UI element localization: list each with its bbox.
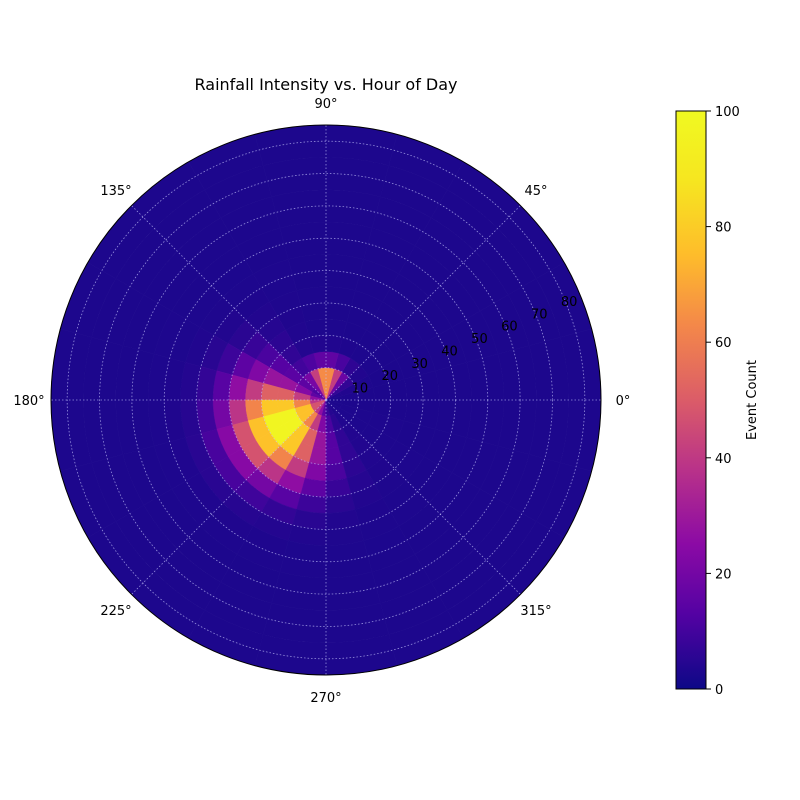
radial-grid-circle — [228, 302, 424, 498]
radial-grid-circle — [131, 205, 521, 595]
colorbar-tick-label: 80 — [715, 221, 732, 236]
colorbar-tick-label: 60 — [715, 336, 732, 351]
angular-grid-line — [325, 399, 521, 595]
radial-grid-circle — [196, 270, 456, 530]
heatmap-cells — [50, 124, 602, 676]
heatmap-cell — [325, 302, 352, 323]
angle-tick-label: 225° — [100, 604, 131, 619]
angular-grid-line — [131, 205, 327, 401]
radial-tick-label: 50 — [471, 332, 488, 347]
colorbar-tick-label: 20 — [715, 567, 732, 582]
angle-tick-label: 0° — [616, 394, 631, 409]
radial-tick-label: 40 — [441, 344, 458, 359]
radial-tick-label: 10 — [352, 382, 369, 397]
radial-tick-label: 30 — [411, 357, 428, 372]
angle-tick-label: 135° — [100, 184, 131, 199]
angle-tick-label: 270° — [310, 691, 341, 706]
radial-tick-label: 20 — [382, 369, 399, 384]
heatmap-cell — [325, 477, 352, 498]
heatmap-cell — [403, 374, 424, 401]
angle-tick-labels: 0° 45° 90° 135° 180° 225° 270° 315° — [13, 97, 630, 706]
radial-grid-circle — [99, 173, 553, 627]
radial-grid-circle — [66, 140, 586, 660]
colorbar-tick-label: 40 — [715, 452, 732, 467]
heatmap-cell — [403, 399, 424, 426]
radial-tick-label: 80 — [561, 295, 578, 310]
chart-title: Rainfall Intensity vs. Hour of Day — [195, 75, 458, 94]
radial-tick-label: 60 — [501, 320, 518, 335]
radial-tick-label: 70 — [531, 307, 548, 322]
angular-grid-line — [325, 205, 521, 401]
colorbar-label: Event Count — [745, 360, 760, 440]
heatmap-cell — [300, 302, 327, 323]
colorbar-tick-label: 100 — [715, 105, 740, 120]
heatmap-cell — [228, 374, 249, 401]
radial-grid-circle — [260, 334, 392, 466]
angular-grid-line — [131, 399, 327, 595]
angle-tick-label: 315° — [520, 604, 551, 619]
angle-tick-label: 45° — [524, 184, 547, 199]
colorbar-tick-label: 0 — [715, 683, 723, 698]
angle-tick-label: 180° — [13, 394, 44, 409]
colorbar-ticks: 0 20 40 60 80 100 — [706, 105, 740, 698]
heatmap-cell — [228, 399, 249, 426]
angle-tick-label: 90° — [314, 97, 337, 112]
polar-frame — [50, 124, 602, 676]
colorbar — [675, 110, 707, 690]
heatmap-cell — [300, 477, 327, 498]
polar-grid — [51, 125, 601, 675]
radial-tick-labels: 10 20 30 40 50 60 70 80 — [352, 295, 578, 397]
